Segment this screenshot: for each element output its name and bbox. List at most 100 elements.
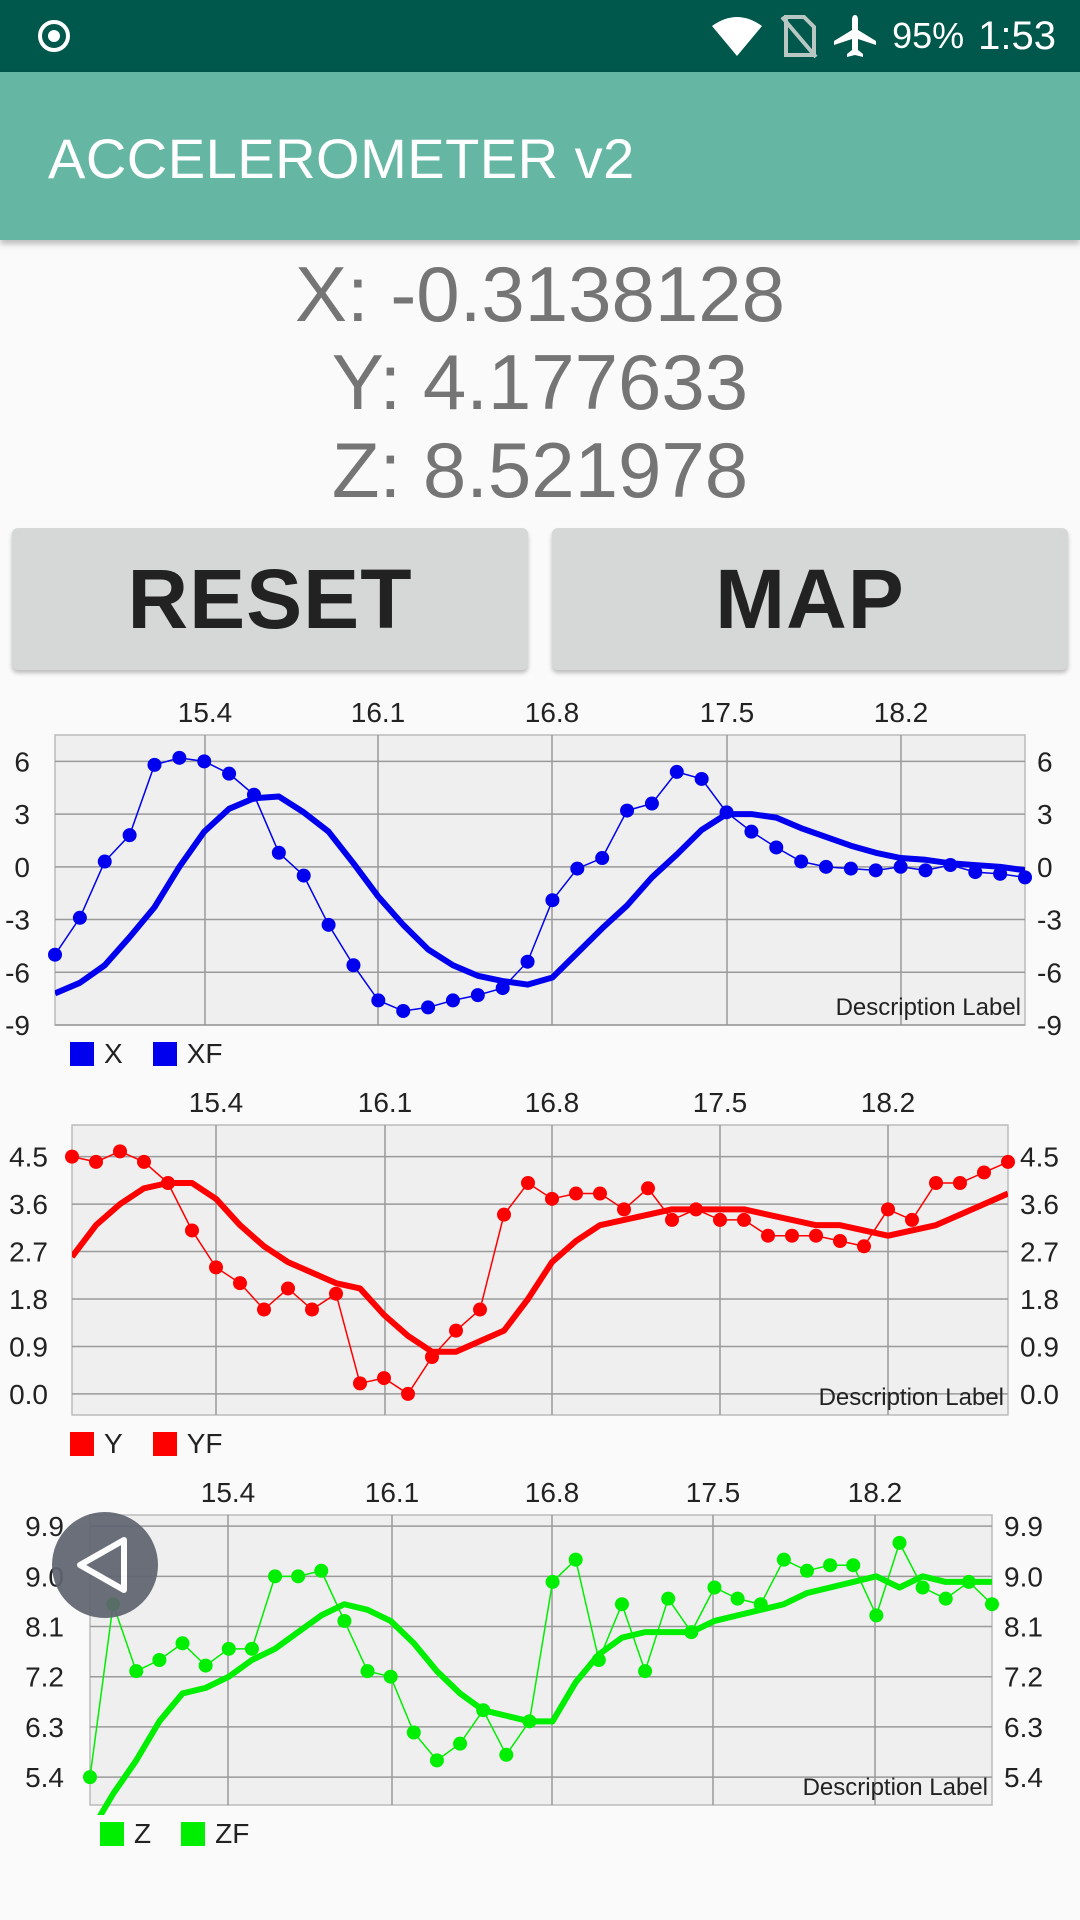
y-data-point	[641, 1181, 655, 1196]
app-title: ACCELEROMETER v2	[48, 127, 635, 190]
x-y-tick-label-left: 3	[14, 799, 30, 830]
map-button[interactable]: MAP	[552, 528, 1068, 670]
airplane-icon	[834, 15, 877, 57]
z-data-point	[753, 1597, 768, 1612]
z-y-tick-label-right: 9.0	[1004, 1561, 1043, 1592]
x-legend: X XF	[70, 1038, 222, 1070]
y-data-point	[617, 1202, 631, 1217]
y-data-point	[713, 1212, 727, 1227]
z-data-point	[429, 1753, 444, 1768]
y-chart: 15.4 16.1 16.8 17.5 18.2 4.5 4.5 3.6 3.6 2.7 2.7 1.…	[9, 1087, 1059, 1416]
y-data-point	[977, 1165, 991, 1180]
y-data-point	[257, 1302, 271, 1317]
x-data-point	[1018, 870, 1032, 885]
z-data-point	[453, 1736, 468, 1751]
status-right: 95% 1:53	[710, 0, 1056, 72]
no-sim-icon	[780, 15, 818, 59]
y-data-point	[377, 1371, 391, 1386]
x-data-point	[545, 893, 560, 908]
y-data-point	[905, 1212, 919, 1227]
y-x-tick-label: 15.4	[189, 1087, 244, 1118]
x-data-point	[595, 851, 610, 866]
z-legend-label: Z	[134, 1818, 152, 1849]
x-data-point	[48, 947, 62, 962]
y-y-tick-label-right: 1.8	[1020, 1284, 1059, 1315]
yf-legend-swatch	[152, 1432, 177, 1456]
x-data-point	[893, 859, 908, 874]
y-y-tick-label-left: 0.9	[9, 1331, 48, 1362]
x-y-tick-label-right: -3	[1037, 905, 1062, 936]
y-x-tick-label: 16.8	[525, 1087, 580, 1118]
z-data-point	[846, 1558, 861, 1573]
z-data-point	[985, 1597, 999, 1612]
x-data-point	[371, 993, 386, 1008]
x-data-point	[122, 828, 137, 843]
xf-legend-swatch	[152, 1042, 177, 1066]
z-data-point	[291, 1569, 306, 1584]
x-data-point	[644, 796, 659, 811]
z-data-point	[383, 1669, 398, 1684]
z-data-point	[360, 1664, 375, 1679]
y-data-point	[809, 1228, 823, 1243]
z-series-line	[89, 1540, 993, 1778]
floating-back-button[interactable]	[52, 1512, 158, 1618]
z-legend: Z ZF	[100, 1818, 249, 1850]
z-chart: 15.4 16.1 16.8 17.5 18.29.9 9.99.0 9.08.1 8.17.…	[25, 1477, 1043, 1815]
z-data-point	[869, 1608, 884, 1623]
x-data-point	[172, 750, 187, 765]
yf-series-line	[72, 1180, 1008, 1355]
y-data-point	[137, 1154, 151, 1169]
z-x-tick-label: 18.2	[848, 1477, 903, 1508]
zf-series-line	[97, 1573, 992, 1815]
x-data-point	[147, 757, 162, 772]
x-chart: 15.4 16.1 16.8 17.5 18.2 6 6 3 3 0 0 -3 -3 -6 -6 -9 -9 De…	[5, 697, 1062, 1041]
y-data-point	[65, 1149, 79, 1164]
y-y-tick-label-right: 4.5	[1020, 1142, 1059, 1173]
y-data-point	[281, 1281, 295, 1296]
y-data-point	[209, 1260, 223, 1275]
back-triangle-icon	[77, 1537, 127, 1593]
x-data-point	[321, 917, 336, 932]
z-plot-area	[89, 1514, 993, 1806]
z-data-point	[83, 1770, 97, 1785]
y-data-point	[425, 1350, 439, 1364]
x-data-point	[396, 1003, 411, 1018]
z-data-point	[938, 1591, 953, 1606]
x-legend-label: X	[104, 1038, 123, 1069]
y-y-tick-label-right: 2.7	[1020, 1237, 1059, 1268]
z-data-point	[684, 1625, 699, 1640]
clock: 1:53	[978, 13, 1056, 58]
z-data-point	[198, 1658, 213, 1673]
y-data-point	[857, 1239, 871, 1254]
x-data-point	[868, 863, 883, 878]
reset-button[interactable]: RESET	[12, 528, 528, 670]
z-y-tick-label-left: 7.2	[25, 1662, 64, 1693]
z-data-point	[614, 1597, 629, 1612]
y-y-tick-label-left: 2.7	[9, 1237, 48, 1268]
y-data-point	[353, 1376, 367, 1391]
battery-level: 95%	[892, 15, 965, 56]
y-legend-label: Y	[104, 1428, 123, 1459]
y-legend-swatch	[70, 1432, 94, 1456]
z-y-tick-label-left: 5.4	[25, 1762, 64, 1793]
z-data-point	[823, 1558, 838, 1573]
x-y-tick-label-left: -3	[5, 905, 30, 936]
x-x-tick-label: 17.5	[700, 697, 755, 728]
y-data-point	[833, 1234, 847, 1248]
x-data-point	[719, 805, 734, 820]
x-data-point	[918, 863, 933, 878]
z-legend-swatch	[100, 1822, 124, 1846]
y-y-tick-label-left: 3.6	[9, 1189, 48, 1220]
z-data-point	[591, 1653, 606, 1667]
x-data-point	[669, 764, 684, 779]
z-data-point	[175, 1636, 190, 1651]
y-description-label: Description Label	[819, 1384, 1004, 1411]
z-data-point	[522, 1714, 537, 1729]
y-data-point	[185, 1223, 199, 1238]
x-data-point	[620, 803, 635, 818]
y-y-tick-label-left: 0.0	[9, 1379, 48, 1410]
x-data-point	[346, 958, 361, 973]
x-data-point	[769, 840, 784, 855]
z-data-point	[730, 1591, 745, 1606]
x-data-point	[943, 858, 958, 873]
